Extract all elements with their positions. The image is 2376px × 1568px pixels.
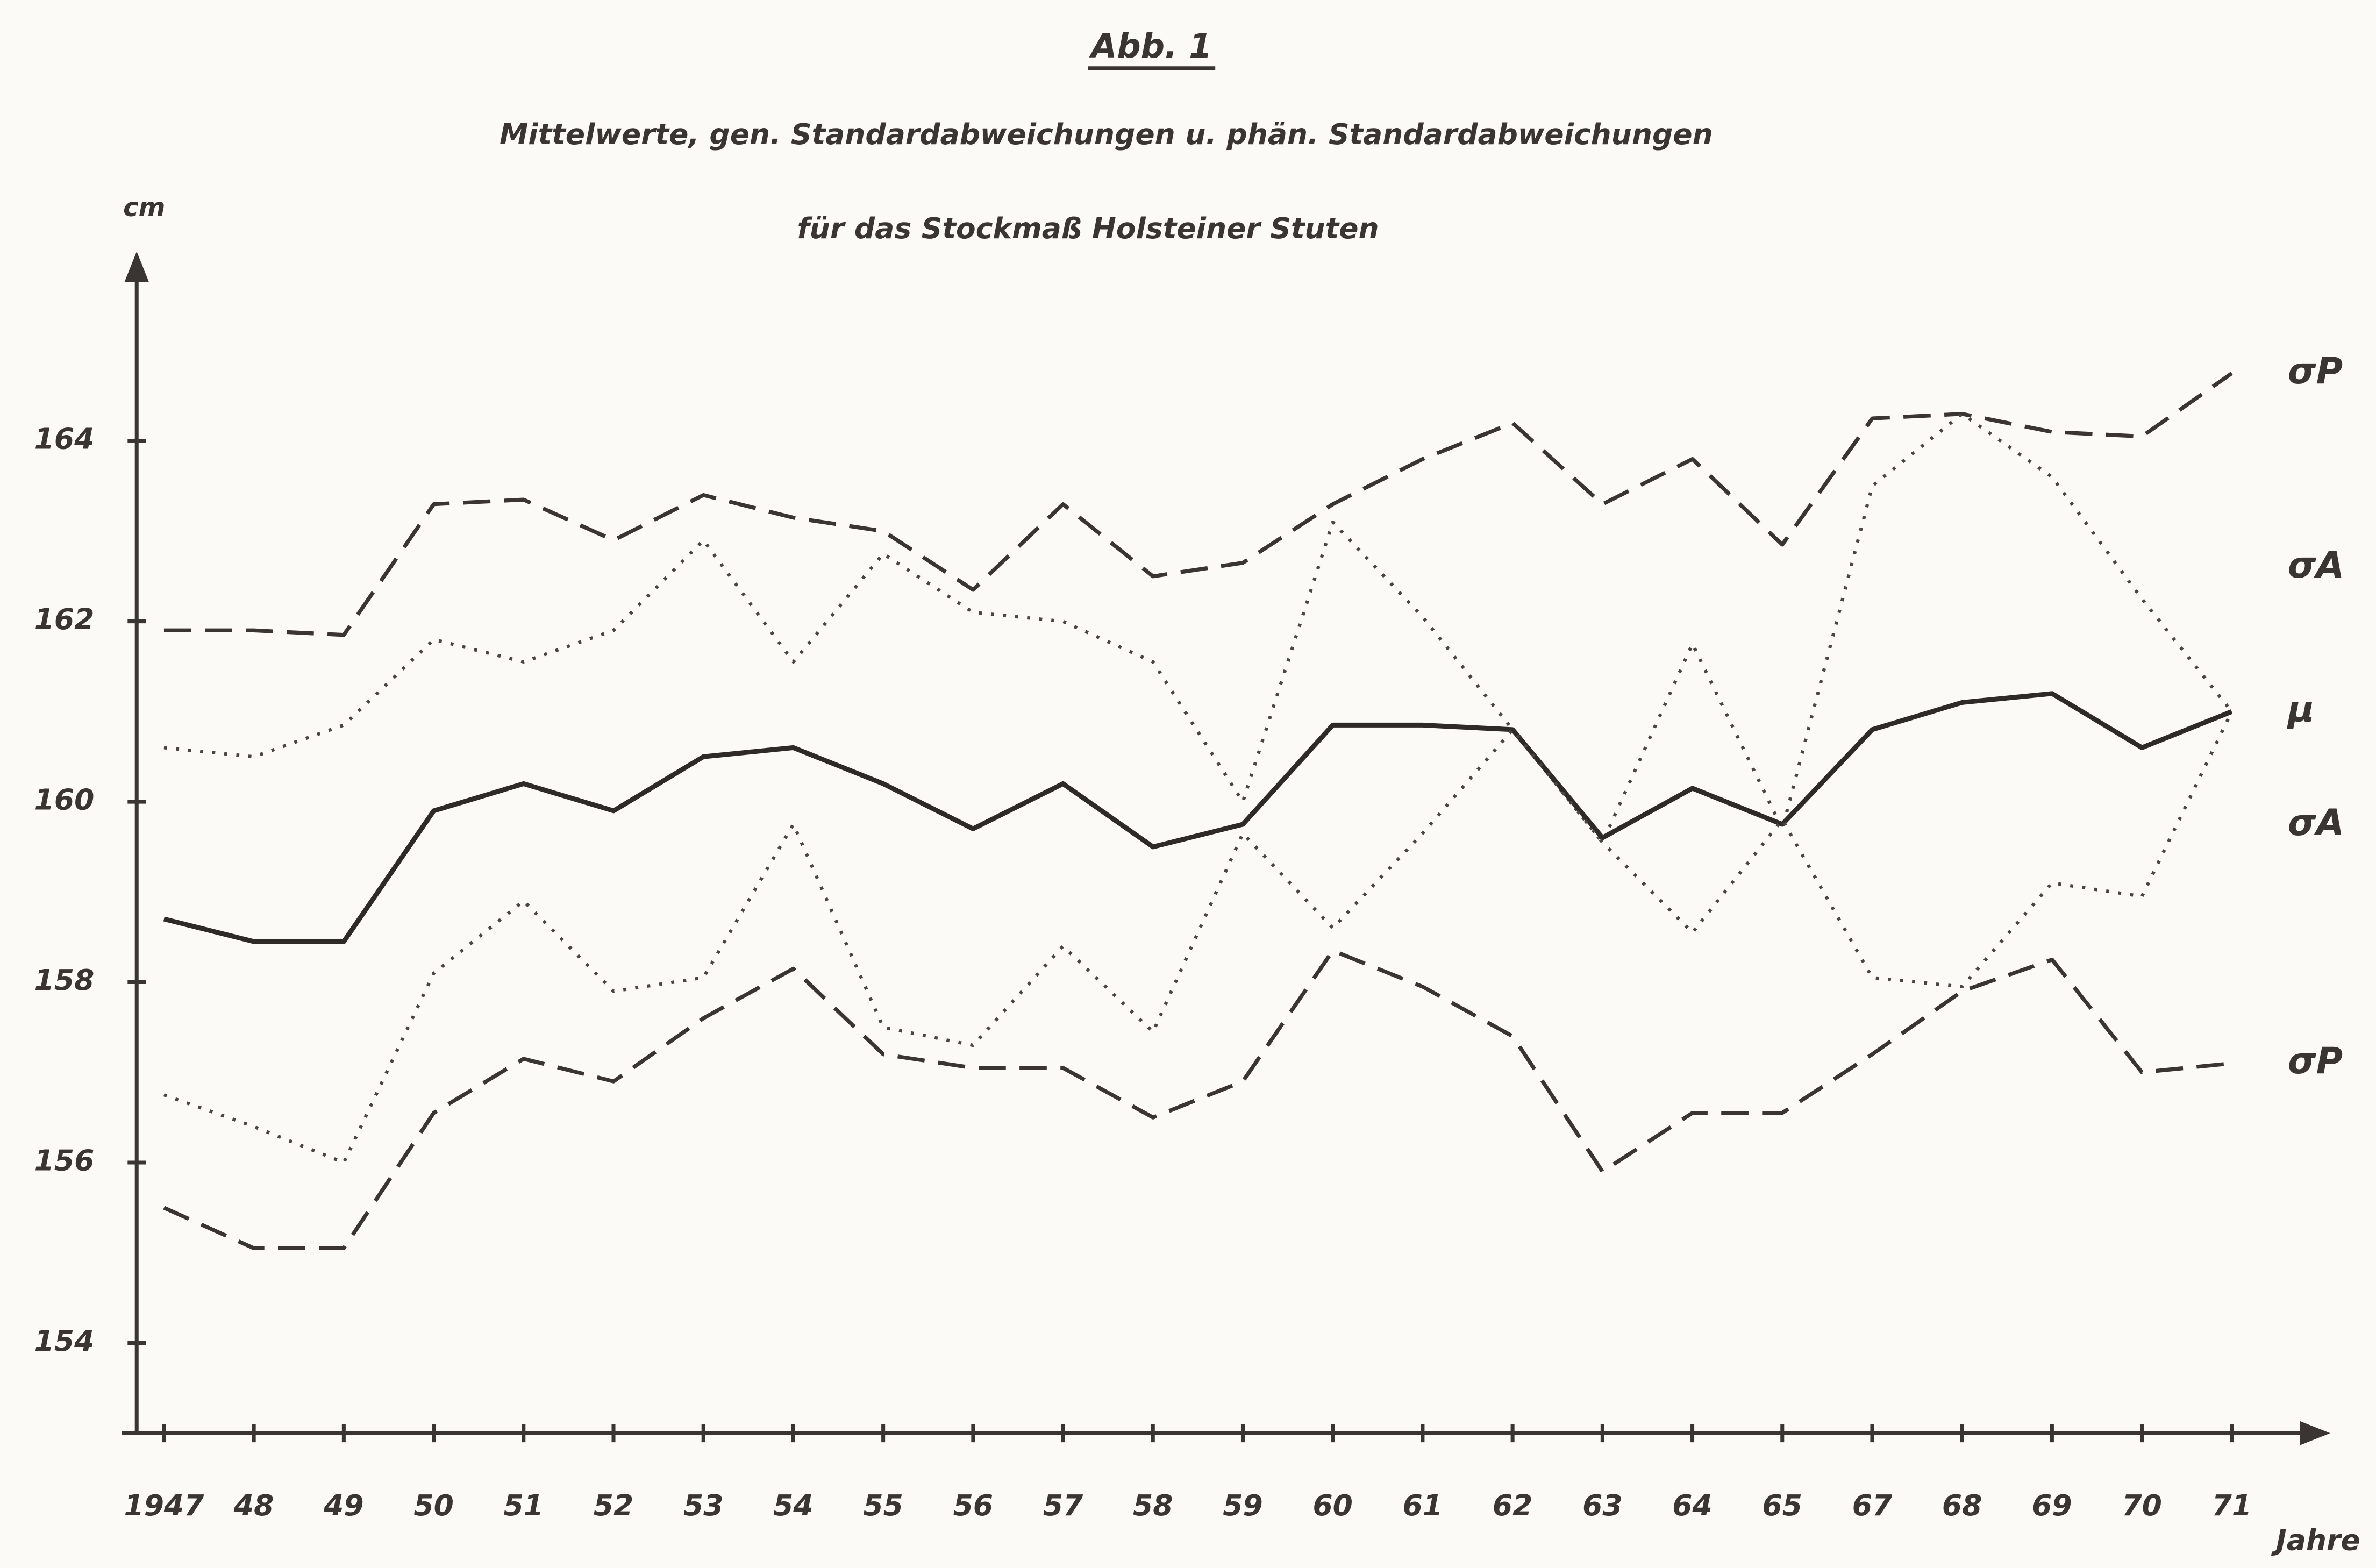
x-axis-arrow: [2300, 1421, 2330, 1445]
x-tick-label: 58: [1133, 1488, 1173, 1522]
x-tick-label: 56: [953, 1488, 993, 1522]
x-tick-label: 65: [1763, 1488, 1802, 1522]
y-tick-label: 154: [34, 1324, 95, 1358]
series-label: μ: [2287, 688, 2315, 730]
x-tick-label: 68: [1942, 1488, 1982, 1522]
x-tick-label: 69: [2032, 1488, 2072, 1522]
y-tick-label: 160: [34, 783, 95, 817]
chart-subtitle: Mittelwerte, gen. Standardabweichungen u…: [500, 117, 1713, 151]
chart-subtitle: für das Stockmaß Holsteiner Stuten: [797, 211, 1379, 245]
x-tick-label: 52: [594, 1488, 633, 1522]
x-tick-label: 1947: [124, 1488, 204, 1522]
x-tick-label: 64: [1672, 1488, 1712, 1522]
x-tick-label: 71: [2212, 1488, 2252, 1522]
y-tick-label: 162: [34, 602, 95, 636]
x-tick-label: 55: [863, 1488, 903, 1522]
x-tick-label: 67: [1852, 1488, 1893, 1522]
x-tick-label: 48: [233, 1488, 274, 1522]
series-label: σA: [2288, 544, 2344, 586]
x-tick-label: 62: [1493, 1488, 1532, 1522]
x-tick-label: 49: [323, 1488, 363, 1522]
x-tick-label: 57: [1043, 1488, 1083, 1522]
series-line: [163, 949, 2232, 1250]
x-axis-label: Jahre: [2271, 1523, 2360, 1557]
x-tick-label: 63: [1582, 1488, 1622, 1522]
y-axis-label: cm: [123, 193, 165, 223]
chart-title: Abb. 1: [1088, 26, 1212, 66]
x-tick-label: 59: [1223, 1488, 1262, 1522]
series-label: σP: [2288, 1039, 2343, 1082]
series-line: [163, 710, 2234, 1165]
y-tick-label: 164: [34, 422, 95, 456]
series-line: [163, 372, 2233, 637]
x-tick-label: 70: [2122, 1488, 2161, 1522]
y-tick-label: 156: [34, 1144, 95, 1178]
x-tick-label: 50: [413, 1488, 453, 1522]
x-tick-label: 54: [773, 1488, 813, 1522]
x-tick-label: 51: [504, 1488, 544, 1522]
series-line: [163, 691, 2233, 944]
x-tick-label: 60: [1312, 1488, 1352, 1522]
y-tick-label: 158: [34, 963, 95, 997]
x-tick-label: 61: [1403, 1488, 1443, 1522]
series-label: σP: [2288, 350, 2343, 392]
y-axis-arrow: [124, 251, 149, 282]
series-label: σA: [2288, 801, 2344, 844]
x-tick-label: 53: [683, 1488, 723, 1522]
